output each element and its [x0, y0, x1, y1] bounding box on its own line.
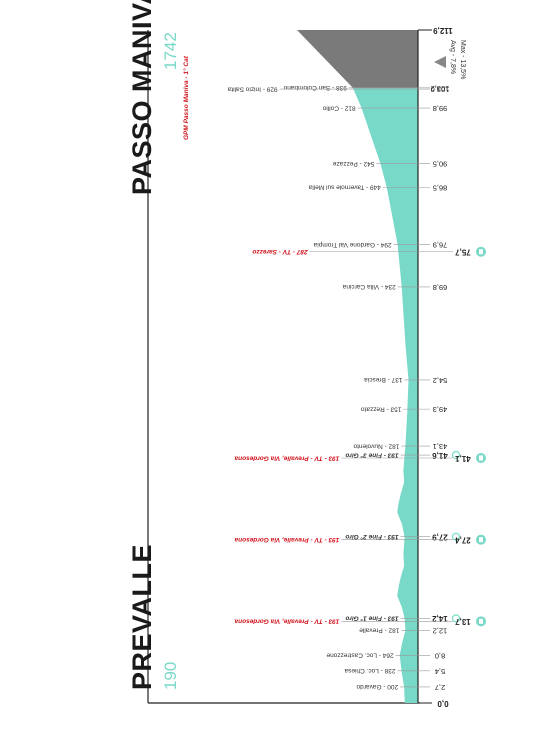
gpm-label: GPM Passo Maniva - 1° Cat	[182, 55, 190, 140]
waypoint-km: 41,6	[432, 451, 448, 460]
finish-altitude: 1742	[161, 32, 180, 70]
waypoint-km: 69,8	[433, 283, 448, 292]
waypoint-label: 200 - Gavardo	[356, 683, 398, 690]
climb-icon	[434, 56, 446, 68]
waypoint-km: 13,7	[455, 617, 471, 626]
km-tick-label: 0,0	[437, 699, 449, 708]
tv-icon-glyph	[479, 618, 483, 624]
waypoint-label: 193 - Fine 1° Giro	[345, 615, 398, 623]
waypoint-km: 54,2	[433, 376, 448, 385]
waypoint-label: 264 - Loc. Castrezzone	[326, 652, 394, 659]
waypoint-km: 14,2	[432, 614, 448, 623]
waypoint-km: 12,2	[433, 626, 448, 635]
waypoint-km: 75,7	[455, 248, 471, 257]
climb-max: Max - 13,5%	[459, 40, 466, 79]
waypoint-label: 193 - TV - Prevalle, Via Gordesona	[234, 454, 339, 461]
lap-icon	[451, 450, 461, 460]
lap-icon	[451, 614, 461, 623]
climb-avg: Avg - 7,8%	[449, 40, 456, 74]
finish-name: PASSO MANIVA	[127, 0, 157, 195]
tv-icon-glyph	[479, 537, 483, 543]
waypoint-km: 103,0	[431, 85, 450, 94]
waypoint-label: 234 - Villa Carcina	[342, 283, 395, 290]
km-tick-label: 112,9	[433, 26, 453, 35]
waypoint-km: 76,9	[433, 241, 448, 250]
waypoint-label: 137 - Brescia	[364, 376, 403, 383]
waypoint-km: 49,3	[433, 405, 448, 414]
waypoint-label: 182 - Nuvolento	[353, 442, 399, 449]
waypoint-label: 294 - Gardone Val Trompia	[313, 241, 391, 248]
waypoint-label: 193 - TV - Prevalle, Via Gordesona	[234, 618, 339, 625]
waypoint-km: 5,4	[435, 667, 445, 676]
waypoint-km: 27,9	[432, 533, 448, 542]
waypoint-label: 938 - San Colombano	[283, 84, 347, 91]
waypoint-label: 182 - Prevalle	[359, 627, 399, 634]
waypoint-km: 8,0	[435, 651, 445, 660]
waypoint-km: 43,1	[433, 442, 448, 451]
start-altitude: 190	[161, 662, 180, 690]
waypoint-label: 238 - Loc. Chiesa	[344, 667, 395, 674]
start-name: PREVALLE	[127, 544, 157, 690]
waypoint-label: 929 - Inizio Salita	[227, 85, 277, 92]
waypoint-km: 86,5	[433, 183, 448, 192]
waypoint-label: 193 - Fine 2° Giro	[345, 533, 398, 541]
waypoint-label: 812 - Collio	[322, 104, 355, 111]
profile-area	[352, 87, 418, 704]
waypoint-km: 99,8	[433, 104, 448, 113]
waypoint-km: 27,4	[455, 536, 471, 545]
tv-icon-glyph	[479, 249, 483, 255]
waypoint-label: 287 - TV - Sarezzo	[252, 248, 308, 255]
waypoint-km: 103,2	[431, 84, 450, 93]
tv-icon-glyph	[479, 455, 483, 461]
lap-icon	[451, 532, 461, 541]
waypoint-label: 153 - Rezzato	[361, 405, 402, 412]
waypoint-label: 193 - Fine 3° Giro	[345, 451, 398, 459]
waypoint-label: 449 - Tavernole sul Mella	[308, 184, 381, 191]
profile-area	[297, 30, 418, 88]
waypoint-km: 90,5	[433, 160, 448, 169]
waypoint-km: 41,1	[455, 454, 471, 463]
waypoint-km: 2,7	[435, 683, 445, 692]
waypoint-label: 542 - Pezzaze	[332, 160, 374, 167]
waypoint-label: 193 - TV - Prevalle, Via Gordesona	[234, 536, 339, 543]
